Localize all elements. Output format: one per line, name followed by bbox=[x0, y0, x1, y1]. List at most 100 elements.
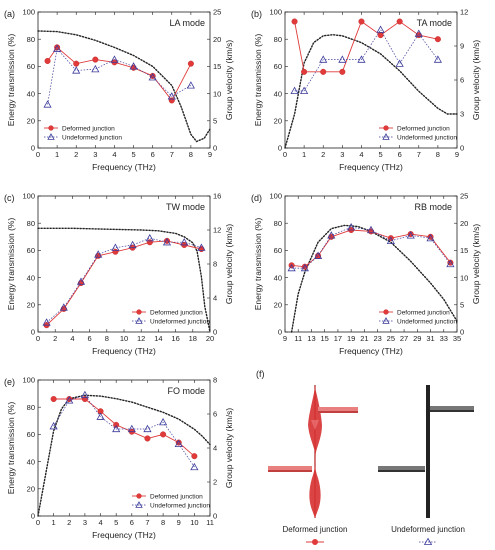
y-tick-label: 40 bbox=[27, 273, 35, 282]
legend-entry: Undeformed junction bbox=[397, 318, 457, 325]
deformed-point bbox=[187, 60, 194, 67]
x-tick-label: 29 bbox=[413, 334, 421, 343]
legend-undeformed-marker bbox=[135, 501, 143, 508]
y-tick-label: 80 bbox=[274, 219, 282, 228]
x-axis-label: Frequency (THz) bbox=[92, 530, 156, 540]
mode-title: TA mode bbox=[417, 18, 452, 28]
undeformed-point bbox=[112, 424, 121, 433]
x-tick-label: 8 bbox=[161, 518, 165, 527]
y-tick-label: 40 bbox=[27, 89, 35, 98]
y-tick-label: 60 bbox=[27, 246, 35, 255]
y2-tick-label: 20 bbox=[460, 219, 468, 228]
y2-tick-label: 0 bbox=[460, 144, 464, 153]
y2-tick-label: 15 bbox=[213, 62, 221, 71]
y2-axis-label: Group velocity (km/s) bbox=[471, 40, 481, 120]
y2-axis-label: Group velocity (km/s) bbox=[224, 408, 234, 488]
undeformed-point bbox=[167, 92, 176, 100]
y-axis-label: Energy transmission (%) bbox=[253, 218, 263, 311]
undeformed-point bbox=[347, 223, 356, 231]
undeformed-point bbox=[290, 86, 299, 94]
deformed-point bbox=[301, 68, 308, 75]
panel-letter: (a) bbox=[4, 9, 15, 19]
undeformed-point bbox=[42, 318, 51, 326]
y-tick-label: 80 bbox=[27, 219, 35, 228]
undeformed-point bbox=[366, 225, 376, 234]
y2-tick-label: 3 bbox=[460, 110, 464, 119]
deformed-series-line bbox=[53, 398, 195, 457]
undeformed-point bbox=[148, 73, 157, 81]
y-axis-label: Energy transmission (%) bbox=[6, 34, 16, 127]
panel-f-letter: (f) bbox=[256, 369, 265, 379]
legend-undeformed-marker bbox=[382, 133, 390, 140]
group-velocity-curve bbox=[284, 33, 458, 149]
deformed-point bbox=[168, 97, 175, 104]
x-tick-label: 31 bbox=[426, 334, 434, 343]
legend-entry: Deformed junction bbox=[397, 125, 450, 132]
undeformed-point bbox=[96, 412, 105, 420]
deformed-point bbox=[191, 453, 198, 460]
mode-title: RB mode bbox=[414, 202, 452, 212]
x-tick-label: 4 bbox=[98, 518, 102, 527]
legend-entry: Deformed junction bbox=[62, 125, 115, 132]
legend-entry: Deformed junction bbox=[150, 309, 203, 316]
deformed-point bbox=[146, 239, 153, 246]
deformed-point bbox=[320, 68, 327, 75]
y2-tick-label: 4 bbox=[213, 444, 217, 453]
undeformed-junction-caption: Undeformed junction bbox=[391, 525, 465, 534]
panel-f: (f) Deformed junction Undeformed junctio… bbox=[256, 369, 474, 545]
deformed-point bbox=[92, 56, 99, 63]
y2-tick-label: 0 bbox=[213, 512, 217, 521]
y2-tick-label: 0 bbox=[460, 328, 464, 337]
x-tick-label: 7 bbox=[417, 150, 421, 159]
x-tick-label: 8 bbox=[105, 334, 109, 343]
y2-tick-label: 12 bbox=[213, 226, 221, 235]
y2-tick-label: 25 bbox=[213, 8, 221, 17]
y-tick-label: 0 bbox=[31, 328, 35, 337]
x-tick-label: 19 bbox=[347, 334, 355, 343]
y2-tick-label: 5 bbox=[213, 117, 217, 126]
mode-title: FO mode bbox=[167, 386, 205, 396]
group-velocity-curve bbox=[290, 224, 458, 333]
x-tick-label: 9 bbox=[208, 150, 212, 159]
y-tick-label: 0 bbox=[278, 144, 282, 153]
x-tick-label: 3 bbox=[93, 150, 97, 159]
legend-deformed-marker bbox=[383, 125, 389, 131]
deformed-point bbox=[144, 435, 151, 442]
x-tick-label: 5 bbox=[378, 150, 382, 159]
undeformed-point bbox=[338, 55, 347, 63]
undeformed-junction-shape bbox=[378, 385, 474, 518]
undeformed-point bbox=[174, 439, 183, 448]
legend-undeformed-marker bbox=[382, 317, 390, 324]
undeformed-point bbox=[49, 422, 58, 430]
y2-axis-label: Group velocity (km/s) bbox=[224, 224, 234, 304]
undeformed-point bbox=[376, 25, 385, 33]
undeformed-point bbox=[110, 55, 119, 63]
x-tick-label: 9 bbox=[283, 334, 287, 343]
x-tick-label: 17 bbox=[334, 334, 342, 343]
deformed-point bbox=[160, 431, 167, 438]
x-axis-label: Frequency (THz) bbox=[339, 346, 403, 356]
y-tick-label: 60 bbox=[274, 246, 282, 255]
deformed-point bbox=[434, 36, 441, 43]
legend: Deformed junction Undeformed junction bbox=[379, 125, 457, 141]
y2-tick-label: 16 bbox=[213, 192, 221, 201]
undeformed-point bbox=[426, 233, 435, 242]
y-tick-label: 20 bbox=[27, 301, 35, 310]
deformed-series-line bbox=[291, 229, 451, 268]
deformed-junction-shape bbox=[268, 385, 358, 518]
mode-title: TW mode bbox=[166, 202, 205, 212]
undeformed-point bbox=[94, 250, 103, 258]
x-tick-label: 25 bbox=[387, 334, 395, 343]
y2-tick-label: 8 bbox=[213, 260, 217, 269]
legend-deformed-marker bbox=[48, 125, 54, 131]
legend-entry: Deformed junction bbox=[397, 309, 450, 316]
y-tick-label: 20 bbox=[27, 485, 35, 494]
undeformed-point bbox=[53, 44, 62, 52]
y-tick-label: 100 bbox=[22, 376, 35, 385]
x-tick-label: 10 bbox=[190, 518, 198, 527]
legend: Deformed junction Undeformed junction bbox=[44, 125, 122, 141]
deformed-point bbox=[291, 18, 298, 25]
x-tick-label: 11 bbox=[294, 334, 302, 343]
